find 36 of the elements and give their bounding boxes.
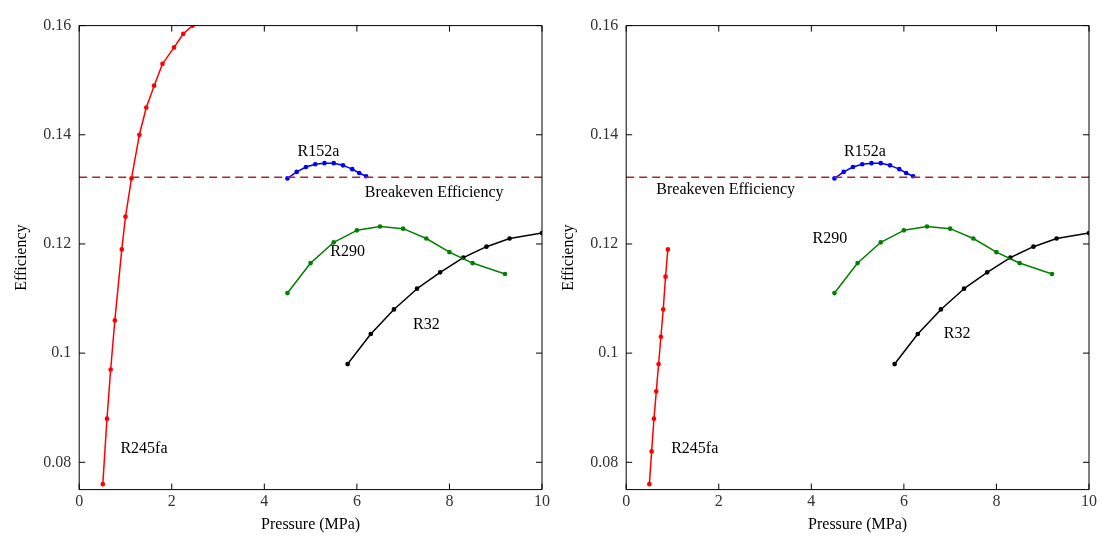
y-tick-label: 0.1 — [598, 343, 619, 361]
x-tick-label: 6 — [899, 492, 908, 510]
x-tick-label: 6 — [352, 492, 361, 510]
y-tick-label: 0.14 — [590, 124, 619, 142]
y-tick-label: 0.12 — [590, 234, 619, 252]
x-tick-label: 8 — [445, 492, 454, 510]
ref-line-label: Breakeven Efficiency — [656, 180, 796, 199]
series-label: R152a — [297, 141, 340, 159]
x-axis-title: Pressure (MPa) — [808, 514, 908, 533]
y-tick-label: 0.08 — [590, 452, 619, 470]
y-tick-label: 0.1 — [51, 343, 72, 361]
series-label: R245fa — [671, 438, 719, 456]
series-label: R152a — [844, 141, 886, 159]
y-axis-title: Efficiency — [11, 224, 30, 291]
x-tick-label: 2 — [714, 492, 723, 510]
y-tick-label: 0.12 — [43, 234, 72, 252]
series-label: R290 — [330, 242, 365, 260]
series-label: R32 — [412, 314, 440, 332]
y-tick-label: 0.16 — [590, 15, 619, 33]
y-tick-label: 0.16 — [43, 15, 72, 33]
x-tick-label: 8 — [992, 492, 1001, 510]
series-label: R32 — [943, 324, 971, 342]
x-tick-label: 10 — [1081, 492, 1097, 510]
x-tick-label: 4 — [807, 492, 816, 510]
y-tick-label: 0.08 — [43, 452, 72, 470]
series-label: R290 — [812, 228, 848, 246]
ref-line-label: Breakeven Efficiency — [364, 183, 504, 202]
x-axis-title: Pressure (MPa) — [261, 514, 361, 533]
x-tick-label: 0 — [75, 492, 84, 510]
y-tick-label: 0.14 — [43, 124, 72, 142]
y-axis-title: Efficiency — [558, 224, 577, 291]
x-tick-label: 0 — [622, 492, 631, 510]
x-tick-label: 2 — [167, 492, 176, 510]
x-tick-label: 4 — [260, 492, 269, 510]
x-tick-label: 10 — [534, 492, 550, 510]
series-label: R245fa — [120, 438, 168, 456]
